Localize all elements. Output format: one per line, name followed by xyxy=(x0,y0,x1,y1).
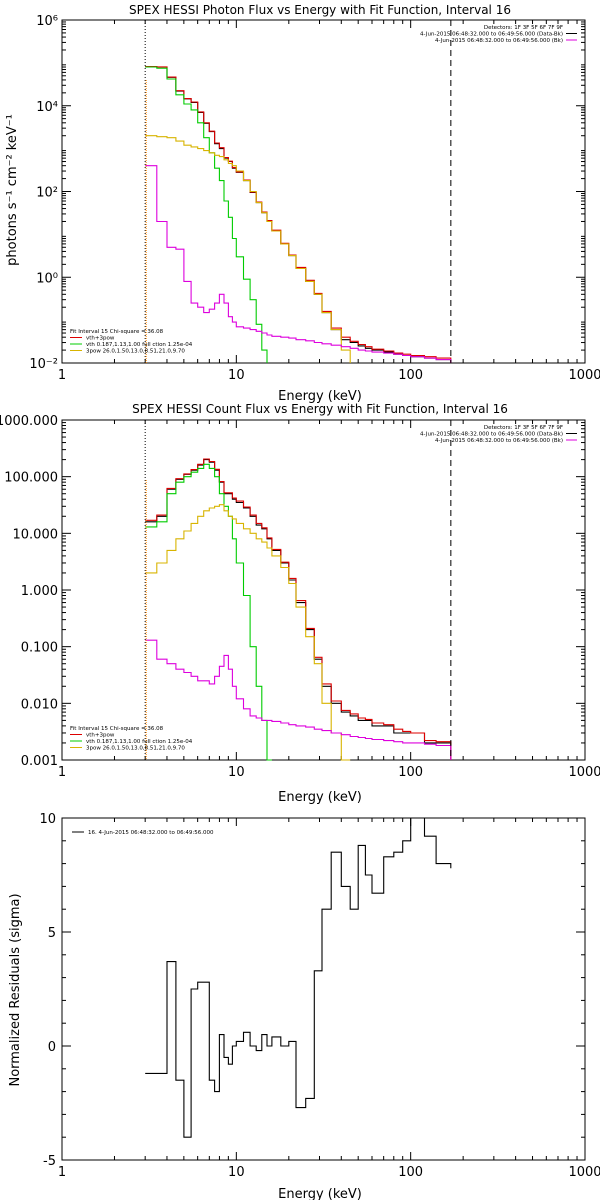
x-tick-label: 1 xyxy=(58,765,66,780)
x-tick-label: 1000 xyxy=(568,1165,600,1180)
legend-entry: vth 0.187,1.13,1.00 full ction 1.25e-04 xyxy=(86,739,193,745)
legend-entry: Detectors: 1F 3F 5F 6F 7F 9F xyxy=(484,25,563,31)
y-tick-label: 100.000 xyxy=(4,471,58,486)
photon-flux-series xyxy=(145,65,452,363)
count-flux-ticks: 1 10 100 1000 0.001 0.010 0.100 1.000 10.000 100.… xyxy=(0,414,600,780)
x-tick-label: 1 xyxy=(58,1165,66,1180)
photon-flux-legend-bottom: Fit Interval 15 Chi-square = 36.08vth+3p… xyxy=(70,329,193,355)
series-bk xyxy=(145,165,452,363)
photon-flux-title: SPEX HESSI Photon Flux vs Energy with Fi… xyxy=(129,3,511,17)
legend-entry: 16. 4-Jun-2015 06:48:32.000 to 06:49:56.… xyxy=(88,830,214,836)
x-tick-label: 10 xyxy=(228,1165,245,1180)
legend-entry: vth+3pow xyxy=(86,733,115,739)
y-tick-label: 0 xyxy=(48,1040,56,1055)
x-tick-label: 1000 xyxy=(568,765,600,780)
residuals-plot-frame xyxy=(61,817,586,1161)
photon-flux-ticks: 1 10 100 1000 10⁻² 10⁰ 10² 10⁴ 10⁶ xyxy=(29,14,600,383)
series-16- xyxy=(145,817,452,1138)
count-flux-panel: SPEX HESSI Count Flux vs Energy with Fit… xyxy=(0,402,600,805)
y-tick-label: 10² xyxy=(36,186,58,201)
legend-entry: 3pow 26.0,1.50,13.0,8.51,21.0,9.70 xyxy=(86,349,185,355)
y-tick-label: 10 xyxy=(39,812,56,827)
photon-flux-legend-top: Detectors: 1F 3F 5F 6F 7F 9F4-Jun-2015 0… xyxy=(420,25,577,44)
legend-entry: vth+3pow xyxy=(86,336,115,342)
legend-entry: Fit Interval 15 Chi-square = 36.08 xyxy=(70,726,164,732)
residuals-xlabel: Energy (keV) xyxy=(278,1187,362,1200)
series-vth-3pow xyxy=(145,65,452,363)
legend-entry: 3pow 26.0,1.50,13.0,8.51,21.0,9.70 xyxy=(86,746,185,752)
count-flux-legend-bottom: Fit Interval 15 Chi-square = 36.08vth+3p… xyxy=(70,726,193,752)
series-vth xyxy=(145,66,268,363)
y-tick-label: 0.100 xyxy=(21,641,58,656)
y-tick-label: 0.010 xyxy=(21,697,58,712)
legend-entry: vth 0.187,1.13,1.00 full ction 1.25e-04 xyxy=(86,342,193,348)
series-vth xyxy=(145,463,272,761)
series-vth-3pow xyxy=(145,458,452,760)
series-bk xyxy=(145,639,452,760)
y-tick-label: 1000.000 xyxy=(0,414,58,429)
x-tick-label: 1 xyxy=(58,368,66,383)
legend-entry: 4-Jun-2015 06:48:32.000 to 06:49:56.000 … xyxy=(435,438,563,444)
y-tick-label: -5 xyxy=(43,1154,56,1169)
count-flux-plot-frame xyxy=(61,419,586,761)
legend-entry: 4-Jun-2015 06:48:32.000 to 06:49:56.000 … xyxy=(420,432,563,438)
series-data-bk xyxy=(145,66,452,363)
series-3pow xyxy=(145,135,351,363)
photon-flux-ylabel: photons s⁻¹ cm⁻² keV⁻¹ xyxy=(5,114,20,266)
legend-entry: 4-Jun-2015 06:48:32.000 to 06:49:56.000 … xyxy=(435,38,563,44)
count-flux-xlabel: Energy (keV) xyxy=(278,790,362,805)
series-3pow xyxy=(145,504,351,761)
y-tick-label: 5 xyxy=(48,926,56,941)
y-tick-label: 10⁶ xyxy=(36,14,58,29)
y-tick-label: 10.000 xyxy=(13,527,59,542)
x-tick-label: 1000 xyxy=(568,368,600,383)
y-tick-label: 1.000 xyxy=(21,584,58,599)
residuals-ylabel: Normalized Residuals (sigma) xyxy=(8,893,23,1086)
x-tick-label: 10 xyxy=(228,368,245,383)
y-tick-label: 10⁻² xyxy=(29,357,58,372)
x-tick-label: 10 xyxy=(228,765,245,780)
series-data-bk xyxy=(145,459,452,760)
legend-entry: Detectors: 1F 3F 5F 6F 7F 9F xyxy=(484,425,563,431)
count-flux-series xyxy=(145,458,452,761)
x-tick-label: 100 xyxy=(398,1165,423,1180)
count-flux-vlines xyxy=(144,420,452,760)
photon-flux-vlines xyxy=(144,20,452,363)
legend-entry: 4-Jun-2015 06:48:32.000 to 06:49:56.000 … xyxy=(420,32,563,38)
x-tick-label: 100 xyxy=(398,765,423,780)
photon-flux-panel: SPEX HESSI Photon Flux vs Energy with Fi… xyxy=(5,3,600,404)
residuals-legend: 16. 4-Jun-2015 06:48:32.000 to 06:49:56.… xyxy=(72,830,214,836)
count-flux-legend-top: Detectors: 1F 3F 5F 6F 7F 9F4-Jun-2015 0… xyxy=(420,425,577,444)
y-tick-label: 10⁰ xyxy=(36,271,58,286)
residuals-panel: Energy (keV) Normalized Residuals (sigma… xyxy=(8,812,600,1200)
legend-entry: Fit Interval 15 Chi-square = 36.08 xyxy=(70,329,164,335)
photon-flux-xlabel: Energy (keV) xyxy=(278,389,362,404)
residuals-ticks: 1 10 100 1000 -5 0 5 10 xyxy=(39,812,600,1180)
residuals-series xyxy=(145,817,452,1138)
x-tick-label: 100 xyxy=(398,368,423,383)
count-flux-title: SPEX HESSI Count Flux vs Energy with Fit… xyxy=(132,402,508,416)
y-tick-label: 10⁴ xyxy=(36,100,58,115)
y-tick-label: 0.001 xyxy=(21,754,58,769)
